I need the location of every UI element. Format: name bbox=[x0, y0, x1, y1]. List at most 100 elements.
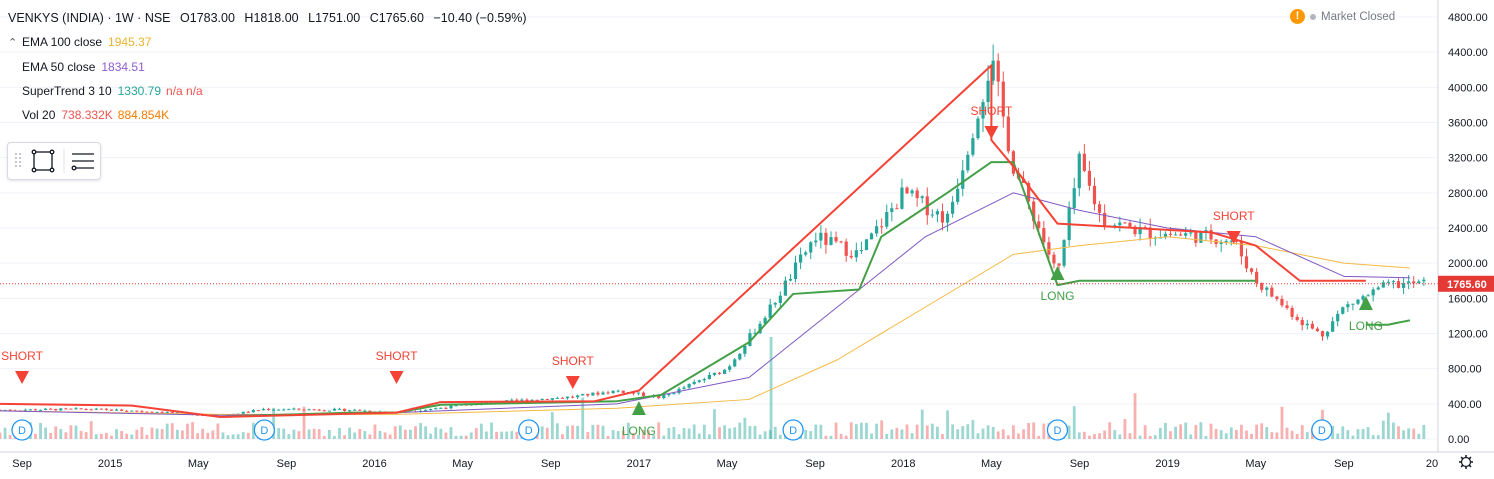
volume-bar bbox=[1224, 433, 1228, 439]
candle-body bbox=[1265, 287, 1269, 290]
candle-body bbox=[1032, 201, 1036, 222]
dividend-circle bbox=[518, 419, 540, 441]
price-tick-label: 3600.00 bbox=[1448, 118, 1488, 130]
volume-bar bbox=[1027, 423, 1031, 439]
volume-bar bbox=[322, 435, 326, 439]
candle-body bbox=[1062, 240, 1066, 266]
indicator-ema100[interactable]: ⌃ EMA 100 close 1945.37 bbox=[8, 30, 533, 55]
volume-bar bbox=[317, 429, 321, 439]
volume-bar bbox=[1412, 428, 1416, 439]
volume-bar bbox=[885, 433, 889, 439]
candle-body bbox=[788, 279, 793, 281]
candle-body bbox=[545, 398, 549, 400]
candle-body bbox=[54, 408, 58, 411]
last-price-label: 1765.60 bbox=[1447, 279, 1487, 291]
candle-body bbox=[49, 408, 53, 410]
volume-bar bbox=[191, 422, 194, 439]
volume-bar bbox=[1255, 424, 1259, 439]
indicator-ema50[interactable]: EMA 50 close 1834.51 bbox=[8, 55, 533, 79]
volume-bar bbox=[1098, 433, 1101, 439]
dividend-circle bbox=[11, 419, 33, 441]
volume-bar bbox=[94, 434, 98, 439]
dividend-icon[interactable]: D bbox=[518, 419, 540, 441]
rectangle-tool-icon[interactable] bbox=[31, 149, 55, 173]
settings-gear-icon[interactable] bbox=[1459, 455, 1473, 469]
drag-handle-icon[interactable] bbox=[15, 153, 21, 167]
volume-bar bbox=[1067, 425, 1071, 439]
volume-bar bbox=[976, 433, 980, 439]
volume-bar bbox=[621, 430, 625, 439]
symbol-title[interactable]: VENKYS (INDIA) · 1W · NSE bbox=[8, 11, 171, 25]
gear-tooth bbox=[1468, 464, 1472, 468]
indicator-value: 1330.79 bbox=[117, 84, 162, 98]
volume-bar bbox=[54, 426, 58, 439]
warning-icon[interactable]: ! bbox=[1290, 9, 1305, 24]
candle-body bbox=[581, 393, 585, 396]
dividend-icon[interactable]: D bbox=[1046, 419, 1069, 441]
candle-body bbox=[297, 408, 301, 410]
volume-bar bbox=[1422, 424, 1426, 439]
volume-bar bbox=[718, 427, 721, 439]
volume-bar bbox=[1361, 428, 1365, 439]
candle-body bbox=[1042, 228, 1046, 243]
dividend-label: D bbox=[260, 425, 268, 437]
time-tick-label: May bbox=[981, 458, 1002, 470]
time-tick-label: May bbox=[717, 458, 738, 470]
volume-bar bbox=[449, 427, 453, 439]
volume-bar bbox=[1214, 428, 1218, 439]
volume-bar bbox=[474, 428, 478, 439]
candle-body bbox=[981, 102, 985, 119]
volume-bar bbox=[1280, 406, 1284, 439]
candle-body bbox=[1209, 230, 1213, 240]
indicator-value: 1945.37 bbox=[108, 35, 152, 49]
dividend-icon[interactable]: D bbox=[1311, 419, 1333, 441]
volume-bar bbox=[105, 432, 108, 439]
time-tick-label: May bbox=[188, 458, 209, 470]
time-tick-label: 2019 bbox=[1155, 458, 1179, 470]
volume-bar bbox=[682, 428, 686, 439]
volume-bar bbox=[312, 428, 316, 439]
volume-bar bbox=[1402, 430, 1405, 439]
candle-body bbox=[1184, 233, 1188, 236]
dividend-icon[interactable]: D bbox=[782, 419, 804, 441]
drawing-toolbox[interactable] bbox=[7, 142, 101, 180]
volume-bar bbox=[44, 427, 48, 439]
volume-bar bbox=[880, 420, 884, 439]
candle-body bbox=[717, 372, 722, 374]
indicator-volume[interactable]: Vol 20 738.332K 884.854K bbox=[8, 103, 533, 127]
candle-body bbox=[1123, 222, 1127, 224]
dividend-icon[interactable]: D bbox=[253, 419, 276, 441]
symbol-info: VENKYS (INDIA) · 1W · NSE O1783.00 H1818… bbox=[8, 6, 533, 30]
dividend-icon[interactable]: D bbox=[11, 419, 33, 441]
volume-bar bbox=[327, 429, 331, 439]
candle-body bbox=[342, 408, 347, 411]
indicator-supertrend[interactable]: SuperTrend 3 10 1330.79 n/a n/a bbox=[8, 79, 533, 103]
candle-body bbox=[606, 392, 610, 394]
volume-bar bbox=[1331, 425, 1335, 439]
candle-body bbox=[1341, 307, 1345, 314]
volume-bar bbox=[120, 431, 124, 439]
candle-body bbox=[1422, 279, 1426, 282]
volume-bar bbox=[434, 427, 438, 439]
volume-bar bbox=[479, 423, 483, 439]
supertrend_up2-line bbox=[1365, 319, 1411, 326]
supertrend_down-line bbox=[0, 64, 1366, 419]
collapse-icon[interactable]: ⌃ bbox=[8, 37, 18, 49]
volume-bar bbox=[79, 430, 83, 439]
lines-tool-icon[interactable] bbox=[71, 153, 94, 171]
candle-body bbox=[358, 409, 362, 411]
time-tick-label: Sep bbox=[12, 458, 32, 470]
volume-bar bbox=[348, 427, 352, 439]
short-arrow-icon bbox=[389, 371, 404, 384]
ema50-line bbox=[0, 192, 1410, 416]
ohlc-open: O1783.00 bbox=[180, 11, 235, 25]
volume-bar bbox=[1219, 430, 1223, 439]
volume-bar bbox=[145, 434, 149, 439]
candle-body bbox=[1179, 234, 1183, 236]
candle-body bbox=[1376, 287, 1380, 290]
volume-bar bbox=[905, 424, 909, 439]
candle-body bbox=[1346, 304, 1350, 308]
candle-body bbox=[1300, 319, 1304, 326]
